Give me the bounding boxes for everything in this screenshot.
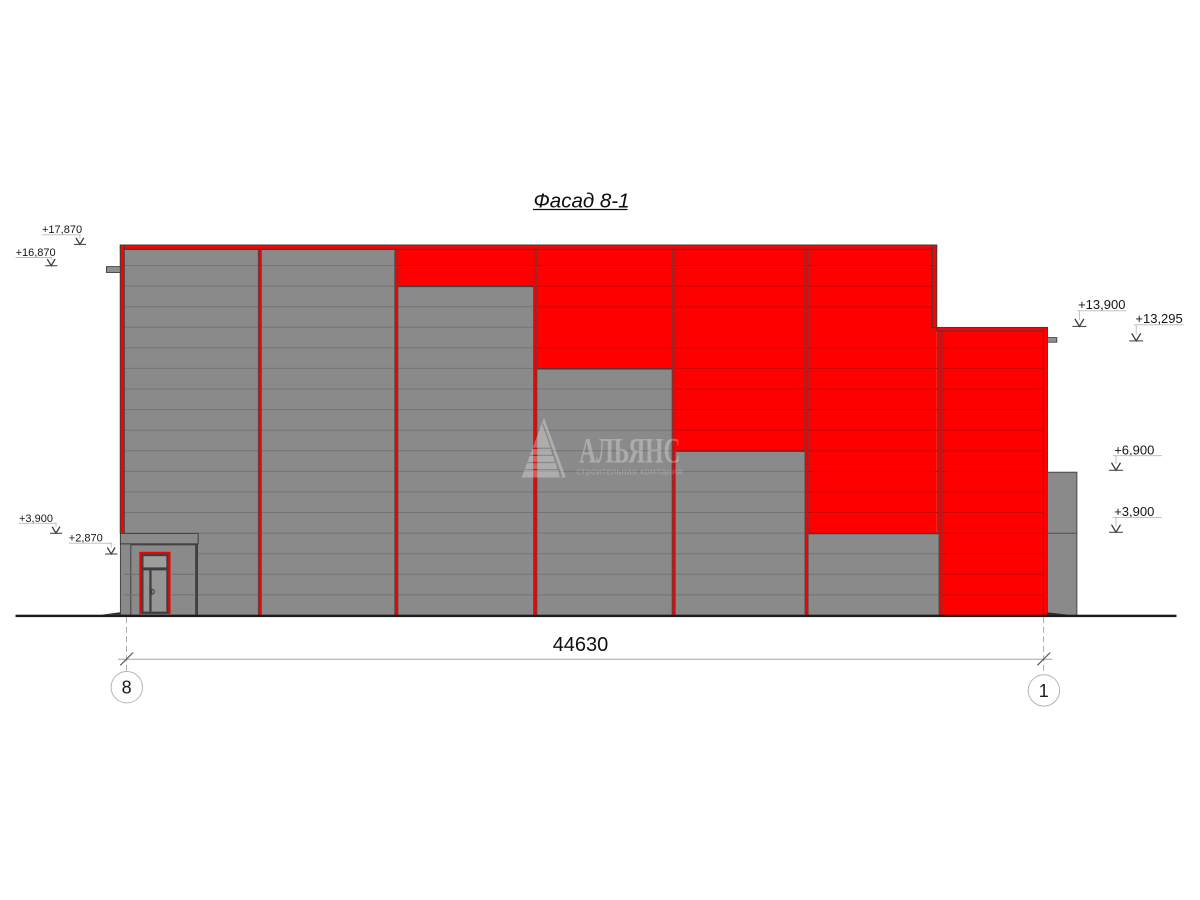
svg-text:+2,870: +2,870 bbox=[69, 533, 103, 545]
svg-text:+16,870: +16,870 bbox=[16, 247, 56, 259]
svg-text:+13,900: +13,900 bbox=[1078, 297, 1125, 312]
svg-text:+3,900: +3,900 bbox=[19, 513, 53, 525]
svg-text:+13,295: +13,295 bbox=[1135, 311, 1182, 326]
svg-text:+17,870: +17,870 bbox=[42, 224, 82, 236]
svg-text:8: 8 bbox=[122, 678, 132, 698]
svg-text:+3,900: +3,900 bbox=[1114, 504, 1154, 519]
svg-text:44630: 44630 bbox=[553, 634, 609, 656]
svg-text:1: 1 bbox=[1039, 681, 1049, 701]
svg-text:+6,900: +6,900 bbox=[1114, 442, 1154, 457]
svg-text:строительная компания: строительная компания bbox=[577, 467, 683, 477]
svg-text:Фасад 8-1: Фасад 8-1 bbox=[534, 189, 630, 212]
svg-text:АЛЬЯНС: АЛЬЯНС bbox=[579, 431, 680, 471]
